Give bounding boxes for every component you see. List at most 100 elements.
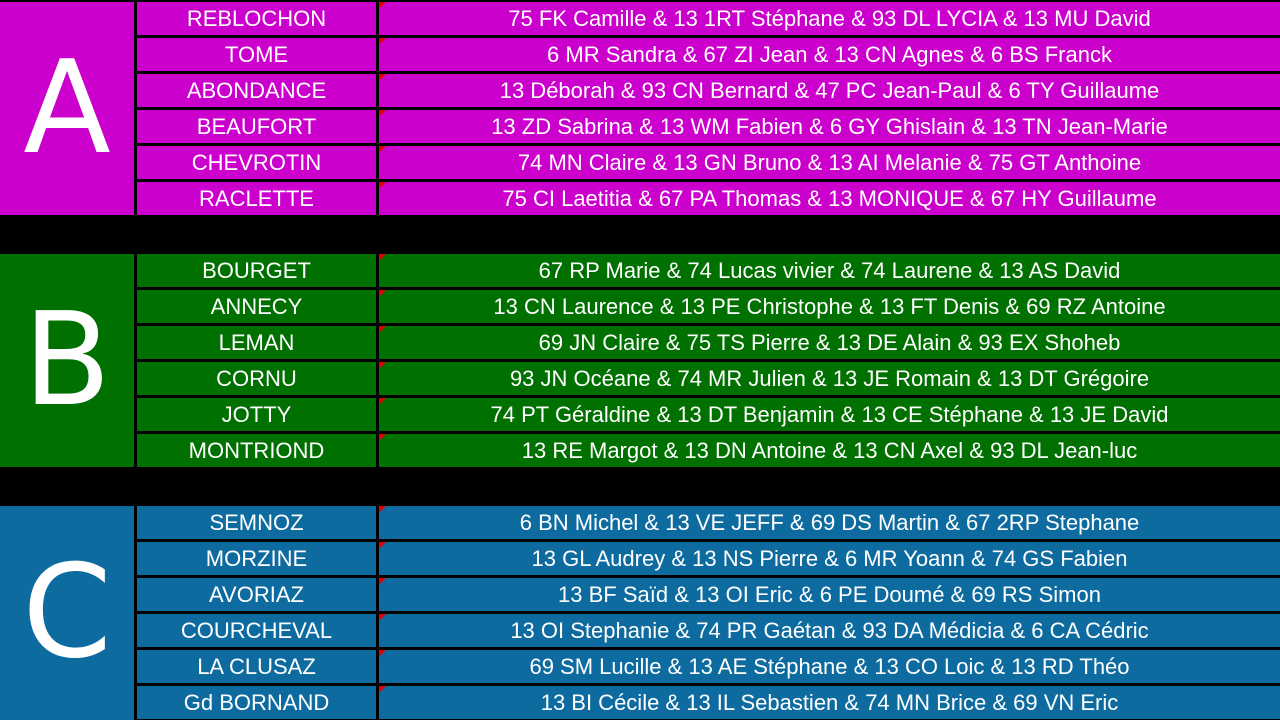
pool-name-cell[interactable]: LEMAN [137,326,376,359]
group-a-rows: REBLOCHON 75 FK Camille & 13 1RT Stéphan… [137,2,1280,215]
pool-name-cell[interactable]: BEAUFORT [137,110,376,143]
teams-cell[interactable]: 6 BN Michel & 13 VE JEFF & 69 DS Martin … [379,506,1280,539]
pool-name-cell[interactable]: JOTTY [137,398,376,431]
table-row: CHEVROTIN 74 MN Claire & 13 GN Bruno & 1… [137,146,1280,179]
pool-name-cell[interactable]: LA CLUSAZ [137,650,376,683]
table-row: RACLETTE 75 CI Laetitia & 67 PA Thomas &… [137,182,1280,215]
pool-name-cell[interactable]: BOURGET [137,254,376,287]
comment-indicator-icon [379,290,386,297]
teams-cell[interactable]: 75 CI Laetitia & 67 PA Thomas & 13 MONIQ… [379,182,1280,215]
comment-indicator-icon [379,398,386,405]
group-letter-c[interactable]: C [0,506,134,720]
teams-text: 13 OI Stephanie & 74 PR Gaétan & 93 DA M… [510,617,1149,643]
comment-indicator-icon [379,542,386,549]
table-row: SEMNOZ 6 BN Michel & 13 VE JEFF & 69 DS … [137,506,1280,539]
teams-cell[interactable]: 13 BF Saïd & 13 OI Eric & 6 PE Doumé & 6… [379,578,1280,611]
comment-indicator-icon [379,2,386,9]
teams-text: 13 RE Margot & 13 DN Antoine & 13 CN Axe… [521,437,1138,463]
teams-cell[interactable]: 74 PT Géraldine & 13 DT Benjamin & 13 CE… [379,398,1280,431]
table-row: REBLOCHON 75 FK Camille & 13 1RT Stéphan… [137,2,1280,35]
table-row: TOME 6 MR Sandra & 67 ZI Jean & 13 CN Ag… [137,38,1280,71]
table-row: COURCHEVAL 13 OI Stephanie & 74 PR Gaéta… [137,614,1280,647]
teams-cell[interactable]: 13 OI Stephanie & 74 PR Gaétan & 93 DA M… [379,614,1280,647]
group-b: B BOURGET 67 RP Marie & 74 Lucas vivier … [0,254,1280,467]
teams-cell[interactable]: 13 Déborah & 93 CN Bernard & 47 PC Jean-… [379,74,1280,107]
comment-indicator-icon [379,578,386,585]
teams-text: 6 BN Michel & 13 VE JEFF & 69 DS Martin … [519,509,1140,535]
group-a: A REBLOCHON 75 FK Camille & 13 1RT Stéph… [0,2,1280,215]
comment-indicator-icon [379,506,386,513]
pool-name-cell[interactable]: CHEVROTIN [137,146,376,179]
teams-text: 13 GL Audrey & 13 NS Pierre & 6 MR Yoann… [531,545,1128,571]
teams-text: 13 BF Saïd & 13 OI Eric & 6 PE Doumé & 6… [558,581,1101,607]
teams-cell[interactable]: 67 RP Marie & 74 Lucas vivier & 74 Laure… [379,254,1280,287]
pool-name-cell[interactable]: TOME [137,38,376,71]
teams-text: 75 CI Laetitia & 67 PA Thomas & 13 MONIQ… [502,185,1157,211]
comment-indicator-icon [379,74,386,81]
table-row: ANNECY 13 CN Laurence & 13 PE Christophe… [137,290,1280,323]
group-letter-a[interactable]: A [0,2,134,215]
teams-text: 69 JN Claire & 75 TS Pierre & 13 DE Alai… [538,329,1121,355]
teams-text: 13 ZD Sabrina & 13 WM Fabien & 6 GY Ghis… [491,113,1168,139]
table-row: Gd BORNAND 13 BI Cécile & 13 IL Sebastie… [137,686,1280,719]
comment-indicator-icon [379,110,386,117]
table-row: BOURGET 67 RP Marie & 74 Lucas vivier & … [137,254,1280,287]
teams-text: 13 Déborah & 93 CN Bernard & 47 PC Jean-… [499,77,1160,103]
teams-cell[interactable]: 13 BI Cécile & 13 IL Sebastien & 74 MN B… [379,686,1280,719]
pool-name-cell[interactable]: SEMNOZ [137,506,376,539]
teams-text: 13 BI Cécile & 13 IL Sebastien & 74 MN B… [540,689,1119,715]
pool-name-cell[interactable]: MORZINE [137,542,376,575]
table-row: BEAUFORT 13 ZD Sabrina & 13 WM Fabien & … [137,110,1280,143]
teams-text: 67 RP Marie & 74 Lucas vivier & 74 Laure… [538,257,1121,283]
teams-cell[interactable]: 13 ZD Sabrina & 13 WM Fabien & 6 GY Ghis… [379,110,1280,143]
table-row: AVORIAZ 13 BF Saïd & 13 OI Eric & 6 PE D… [137,578,1280,611]
teams-text: 6 MR Sandra & 67 ZI Jean & 13 CN Agnes &… [547,41,1112,67]
comment-indicator-icon [379,326,386,333]
pool-name-cell[interactable]: RACLETTE [137,182,376,215]
comment-indicator-icon [379,38,386,45]
teams-text: 74 MN Claire & 13 GN Bruno & 13 AI Melan… [517,149,1142,175]
table-row: LA CLUSAZ 69 SM Lucille & 13 AE Stéphane… [137,650,1280,683]
teams-cell[interactable]: 75 FK Camille & 13 1RT Stéphane & 93 DL … [379,2,1280,35]
pool-name-cell[interactable]: COURCHEVAL [137,614,376,647]
comment-indicator-icon [379,182,386,189]
teams-cell[interactable]: 6 MR Sandra & 67 ZI Jean & 13 CN Agnes &… [379,38,1280,71]
teams-cell[interactable]: 69 JN Claire & 75 TS Pierre & 13 DE Alai… [379,326,1280,359]
teams-text: 74 PT Géraldine & 13 DT Benjamin & 13 CE… [490,401,1169,427]
comment-indicator-icon [379,434,386,441]
teams-cell[interactable]: 13 CN Laurence & 13 PE Christophe & 13 F… [379,290,1280,323]
comment-indicator-icon [379,650,386,657]
comment-indicator-icon [379,146,386,153]
teams-cell[interactable]: 69 SM Lucille & 13 AE Stéphane & 13 CO L… [379,650,1280,683]
group-c: C SEMNOZ 6 BN Michel & 13 VE JEFF & 69 D… [0,506,1280,720]
group-b-rows: BOURGET 67 RP Marie & 74 Lucas vivier & … [137,254,1280,467]
comment-indicator-icon [379,686,386,693]
table-row: JOTTY 74 PT Géraldine & 13 DT Benjamin &… [137,398,1280,431]
table-row: MORZINE 13 GL Audrey & 13 NS Pierre & 6 … [137,542,1280,575]
teams-cell[interactable]: 13 GL Audrey & 13 NS Pierre & 6 MR Yoann… [379,542,1280,575]
teams-text: 93 JN Océane & 74 MR Julien & 13 JE Roma… [509,365,1150,391]
comment-indicator-icon [379,362,386,369]
teams-cell[interactable]: 93 JN Océane & 74 MR Julien & 13 JE Roma… [379,362,1280,395]
pool-name-cell[interactable]: CORNU [137,362,376,395]
pool-name-cell[interactable]: Gd BORNAND [137,686,376,719]
table-row: MONTRIOND 13 RE Margot & 13 DN Antoine &… [137,434,1280,467]
pool-name-cell[interactable]: ANNECY [137,290,376,323]
comment-indicator-icon [379,254,386,261]
comment-indicator-icon [379,614,386,621]
pool-name-cell[interactable]: REBLOCHON [137,2,376,35]
group-c-rows: SEMNOZ 6 BN Michel & 13 VE JEFF & 69 DS … [137,506,1280,720]
table-row: CORNU 93 JN Océane & 74 MR Julien & 13 J… [137,362,1280,395]
teams-cell[interactable]: 13 RE Margot & 13 DN Antoine & 13 CN Axe… [379,434,1280,467]
group-letter-b[interactable]: B [0,254,134,467]
pool-name-cell[interactable]: ABONDANCE [137,74,376,107]
table-row: LEMAN 69 JN Claire & 75 TS Pierre & 13 D… [137,326,1280,359]
teams-cell[interactable]: 74 MN Claire & 13 GN Bruno & 13 AI Melan… [379,146,1280,179]
pool-name-cell[interactable]: MONTRIOND [137,434,376,467]
table-row: ABONDANCE 13 Déborah & 93 CN Bernard & 4… [137,74,1280,107]
teams-text: 75 FK Camille & 13 1RT Stéphane & 93 DL … [508,5,1151,31]
pool-name-cell[interactable]: AVORIAZ [137,578,376,611]
teams-text: 13 CN Laurence & 13 PE Christophe & 13 F… [493,293,1166,319]
teams-text: 69 SM Lucille & 13 AE Stéphane & 13 CO L… [529,653,1130,679]
